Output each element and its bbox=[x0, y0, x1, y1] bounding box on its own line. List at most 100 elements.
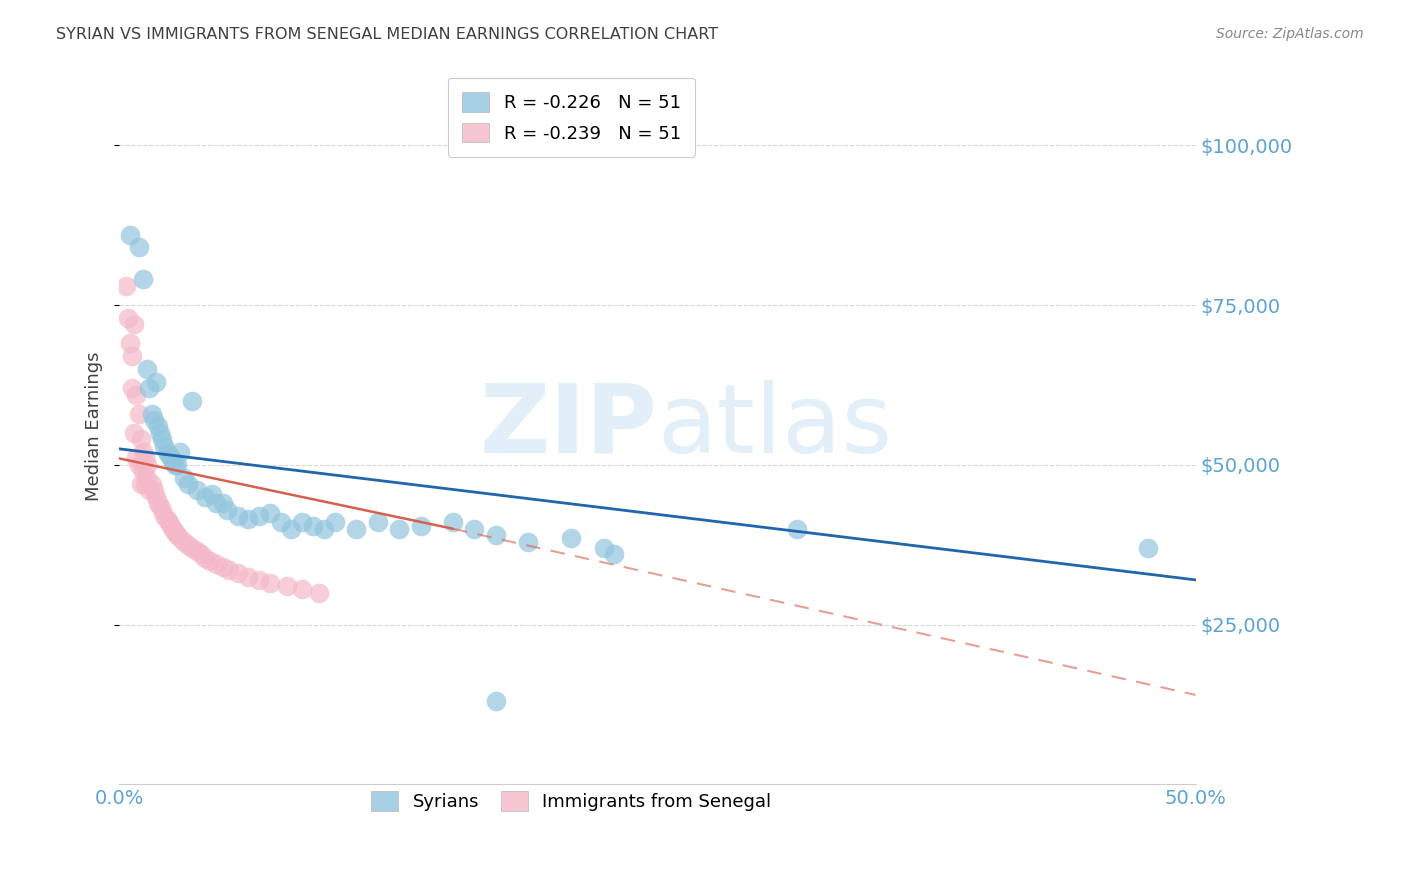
Y-axis label: Median Earnings: Median Earnings bbox=[86, 351, 103, 501]
Point bbox=[134, 477, 156, 491]
Point bbox=[160, 518, 183, 533]
Point bbox=[156, 512, 179, 526]
Point bbox=[181, 393, 204, 408]
Point bbox=[603, 547, 626, 561]
Point bbox=[129, 477, 152, 491]
Point bbox=[190, 547, 212, 561]
Point bbox=[409, 518, 432, 533]
Point bbox=[121, 381, 143, 395]
Point bbox=[136, 470, 159, 484]
Point bbox=[146, 419, 169, 434]
Point bbox=[194, 490, 217, 504]
Point bbox=[141, 477, 163, 491]
Text: atlas: atlas bbox=[658, 380, 893, 473]
Point bbox=[1137, 541, 1160, 555]
Point bbox=[136, 362, 159, 376]
Point bbox=[132, 445, 155, 459]
Text: SYRIAN VS IMMIGRANTS FROM SENEGAL MEDIAN EARNINGS CORRELATION CHART: SYRIAN VS IMMIGRANTS FROM SENEGAL MEDIAN… bbox=[56, 27, 718, 42]
Point bbox=[129, 432, 152, 446]
Point bbox=[153, 508, 176, 523]
Point bbox=[166, 528, 188, 542]
Point bbox=[160, 451, 183, 466]
Point bbox=[177, 477, 200, 491]
Point bbox=[201, 486, 224, 500]
Point bbox=[118, 336, 141, 351]
Point bbox=[344, 522, 367, 536]
Point bbox=[280, 522, 302, 536]
Point bbox=[238, 570, 260, 584]
Point bbox=[218, 563, 240, 577]
Point bbox=[517, 534, 540, 549]
Point bbox=[118, 227, 141, 242]
Point bbox=[138, 381, 160, 395]
Point bbox=[132, 272, 155, 286]
Point bbox=[205, 557, 228, 571]
Point bbox=[128, 407, 150, 421]
Point bbox=[302, 518, 325, 533]
Point bbox=[162, 455, 184, 469]
Point bbox=[186, 544, 208, 558]
Point bbox=[169, 445, 191, 459]
Point bbox=[312, 522, 335, 536]
Point bbox=[198, 554, 221, 568]
Point bbox=[157, 448, 180, 462]
Point bbox=[560, 532, 582, 546]
Point bbox=[181, 541, 204, 555]
Point bbox=[156, 445, 179, 459]
Point bbox=[485, 528, 508, 542]
Point bbox=[125, 387, 148, 401]
Point bbox=[194, 550, 217, 565]
Point bbox=[173, 470, 195, 484]
Point bbox=[153, 439, 176, 453]
Point bbox=[117, 310, 139, 325]
Point bbox=[124, 425, 146, 440]
Point bbox=[367, 516, 389, 530]
Point bbox=[259, 506, 281, 520]
Point bbox=[173, 534, 195, 549]
Point bbox=[247, 573, 270, 587]
Point bbox=[205, 496, 228, 510]
Point bbox=[138, 483, 160, 498]
Point bbox=[441, 516, 464, 530]
Point bbox=[145, 490, 167, 504]
Point bbox=[121, 349, 143, 363]
Point bbox=[291, 582, 314, 597]
Point bbox=[149, 425, 172, 440]
Point bbox=[592, 541, 614, 555]
Point bbox=[150, 432, 173, 446]
Point bbox=[124, 317, 146, 331]
Point bbox=[142, 483, 165, 498]
Point bbox=[177, 538, 200, 552]
Point bbox=[169, 532, 191, 546]
Point bbox=[128, 458, 150, 472]
Legend: Syrians, Immigrants from Senegal: Syrians, Immigrants from Senegal bbox=[357, 777, 786, 825]
Point bbox=[226, 566, 249, 581]
Point bbox=[157, 516, 180, 530]
Point bbox=[146, 496, 169, 510]
Point bbox=[166, 458, 188, 472]
Point bbox=[125, 451, 148, 466]
Point bbox=[323, 516, 346, 530]
Point bbox=[238, 512, 260, 526]
Point bbox=[215, 502, 238, 516]
Point bbox=[247, 508, 270, 523]
Point bbox=[276, 579, 298, 593]
Text: Source: ZipAtlas.com: Source: ZipAtlas.com bbox=[1216, 27, 1364, 41]
Point bbox=[132, 464, 155, 478]
Text: ZIP: ZIP bbox=[479, 380, 658, 473]
Point bbox=[150, 502, 173, 516]
Point bbox=[211, 496, 233, 510]
Point bbox=[186, 483, 208, 498]
Point bbox=[463, 522, 485, 536]
Point bbox=[162, 522, 184, 536]
Point bbox=[134, 451, 156, 466]
Point bbox=[142, 413, 165, 427]
Point bbox=[786, 522, 808, 536]
Point bbox=[136, 458, 159, 472]
Point bbox=[226, 508, 249, 523]
Point bbox=[165, 458, 187, 472]
Point bbox=[149, 500, 172, 514]
Point bbox=[141, 407, 163, 421]
Point bbox=[485, 694, 508, 708]
Point bbox=[259, 576, 281, 591]
